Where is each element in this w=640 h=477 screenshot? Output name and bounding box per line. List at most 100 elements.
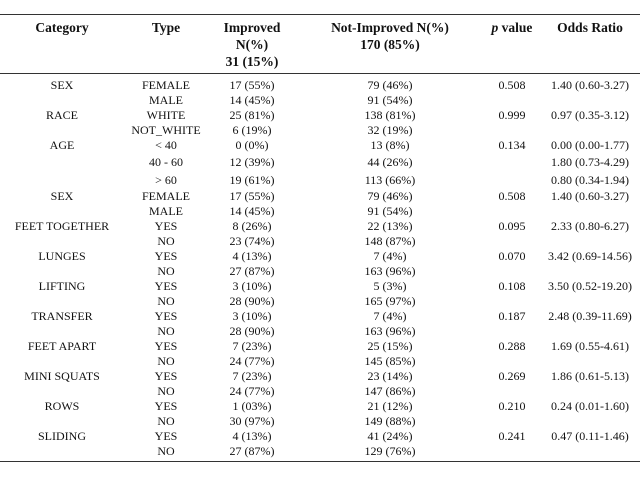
- type-cell: NO: [157, 294, 175, 308]
- improved-cell: 4 (13%): [232, 429, 272, 443]
- category-cell: FEET APART: [27, 339, 97, 353]
- odds-ratio-cell: 1.40 (0.60-3.27): [551, 78, 629, 92]
- table-row: NO 27 (87%) 129 (76%): [0, 444, 640, 462]
- category-cell: MINI SQUATS: [24, 369, 100, 383]
- table-row: NO 28 (90%) 165 (97%): [0, 294, 640, 309]
- p-value-cell: 0.508: [498, 78, 526, 92]
- table-row: TRANSFER YES 3 (10%) 7 (4%) 0.187 2.48 (0.39-…: [0, 309, 640, 324]
- improved-cell: 17 (55%): [229, 78, 275, 92]
- not-improved-cell: 7 (4%): [373, 309, 407, 323]
- table-row: NO 30 (97%) 149 (88%): [0, 414, 640, 429]
- improved-cell: 14 (45%): [229, 204, 275, 218]
- table-row: RACE WHITE 25 (81%) 138 (81%) 0.999 0.97 (0.3…: [0, 108, 640, 123]
- not-improved-cell: 21 (12%): [367, 399, 413, 413]
- header-p-value: p value: [484, 15, 540, 74]
- p-value-cell: 0.108: [498, 279, 526, 293]
- table-row: NOT_WHITE 6 (19%) 32 (19%): [0, 123, 640, 138]
- odds-ratio-cell: 0.47 (0.11-1.46): [551, 429, 629, 443]
- p-value-cell: 0.134: [498, 138, 526, 152]
- odds-ratio-cell: 1.80 (0.73-4.29): [551, 154, 629, 169]
- category-cell: [0, 444, 124, 462]
- type-cell: YES: [154, 279, 178, 293]
- table-row: NO 24 (77%) 147 (86%): [0, 384, 640, 399]
- category-cell: RACE: [45, 108, 78, 122]
- category-cell: LIFTING: [38, 279, 86, 293]
- odds-ratio-cell: [540, 204, 640, 219]
- improved-cell: 28 (90%): [229, 324, 275, 338]
- table-row: MALE 14 (45%) 91 (54%): [0, 93, 640, 108]
- improved-cell: 7 (23%): [232, 339, 272, 353]
- p-value-cell: 0.241: [498, 429, 526, 443]
- improved-cell: 24 (77%): [229, 384, 275, 398]
- p-value-cell: [484, 153, 540, 171]
- p-value-cell: [484, 294, 540, 309]
- not-improved-cell: 41 (24%): [367, 429, 413, 443]
- type-cell: NOT_WHITE: [131, 123, 201, 137]
- category-cell: LUNGES: [38, 249, 86, 263]
- p-value-cell: [484, 123, 540, 138]
- odds-ratio-cell: [540, 384, 640, 399]
- not-improved-cell: 113 (66%): [364, 172, 416, 187]
- odds-ratio-cell: 1.86 (0.61-5.13): [551, 369, 629, 383]
- not-improved-cell: 22 (13%): [367, 219, 413, 233]
- p-value-cell: 0.508: [498, 189, 526, 203]
- table-row: FEET TOGETHER YES 8 (26%) 22 (13%) 0.095 2.33…: [0, 219, 640, 234]
- not-improved-cell: 44 (26%): [367, 154, 413, 169]
- results-table: Category Type Improved N(%) 31 (15%) Not-…: [0, 14, 640, 462]
- not-improved-cell: 7 (4%): [373, 249, 407, 263]
- category-cell: TRANSFER: [31, 309, 93, 323]
- header-type: Type: [151, 20, 181, 35]
- type-cell: NO: [157, 354, 175, 368]
- type-cell: FEMALE: [142, 78, 190, 92]
- table-row: LIFTING YES 3 (10%) 5 (3%) 0.108 3.50 (0.52-1…: [0, 279, 640, 294]
- odds-ratio-cell: [540, 414, 640, 429]
- odds-ratio-cell: [540, 234, 640, 249]
- category-cell: [0, 171, 124, 189]
- type-cell: YES: [154, 429, 178, 443]
- p-value-cell: [484, 384, 540, 399]
- odds-ratio-cell: 1.69 (0.55-4.61): [551, 339, 629, 353]
- table-row: NO 24 (77%) 145 (85%): [0, 354, 640, 369]
- odds-ratio-cell: [540, 444, 640, 462]
- table-row: SLIDING YES 4 (13%) 41 (24%) 0.241 0.47 (0.11…: [0, 429, 640, 444]
- header-p-rest: value: [498, 20, 533, 35]
- not-improved-cell: 147 (86%): [364, 384, 416, 398]
- not-improved-cell: 91 (54%): [367, 93, 413, 107]
- not-improved-cell: 145 (85%): [364, 354, 416, 368]
- table-row: AGE < 40 0 (0%) 13 (8%) 0.134 0.00 (0.00-1.77…: [0, 138, 640, 153]
- not-improved-cell: 5 (3%): [373, 279, 407, 293]
- p-value-cell: 0.999: [498, 108, 526, 122]
- type-cell: NO: [157, 384, 175, 398]
- type-cell: YES: [154, 249, 178, 263]
- table-row: > 60 19 (61%) 113 (66%) 0.80 (0.34-1.94): [0, 171, 640, 189]
- not-improved-cell: 129 (76%): [364, 444, 416, 458]
- not-improved-cell: 163 (96%): [364, 264, 416, 278]
- not-improved-cell: 149 (88%): [364, 414, 416, 428]
- improved-cell: 12 (39%): [229, 154, 275, 169]
- odds-ratio-cell: 0.24 (0.01-1.60): [551, 399, 629, 413]
- header-row: Category Type Improved N(%) 31 (15%) Not-…: [0, 14, 640, 74]
- table-row: SEX FEMALE 17 (55%) 79 (46%) 0.508 1.40 (0.60…: [0, 74, 640, 94]
- category-cell: [0, 123, 124, 138]
- p-value-cell: [484, 354, 540, 369]
- improved-cell: 28 (90%): [229, 294, 275, 308]
- improved-cell: 23 (74%): [229, 234, 275, 248]
- type-cell: NO: [157, 414, 175, 428]
- category-cell: SEX: [50, 78, 74, 92]
- category-cell: [0, 294, 124, 309]
- not-improved-cell: 23 (14%): [367, 369, 413, 383]
- p-value-cell: [484, 414, 540, 429]
- odds-ratio-cell: 3.42 (0.69-14.56): [548, 249, 632, 263]
- category-cell: AGE: [49, 138, 75, 152]
- header-not-improved-label: Not-Improved N(%): [331, 20, 449, 35]
- header-improved-label: Improved N(%): [223, 20, 281, 52]
- improved-cell: 1 (03%): [232, 399, 272, 413]
- header-category: Category: [35, 20, 89, 35]
- p-value-cell: 0.288: [498, 339, 526, 353]
- odds-ratio-cell: 3.50 (0.52-19.20): [548, 279, 632, 293]
- header-improved-total: 31 (15%): [225, 54, 279, 69]
- table-row: MALE 14 (45%) 91 (54%): [0, 204, 640, 219]
- category-cell: [0, 234, 124, 249]
- not-improved-cell: 32 (19%): [367, 123, 413, 137]
- table-row: ROWS YES 1 (03%) 21 (12%) 0.210 0.24 (0.01-1.…: [0, 399, 640, 414]
